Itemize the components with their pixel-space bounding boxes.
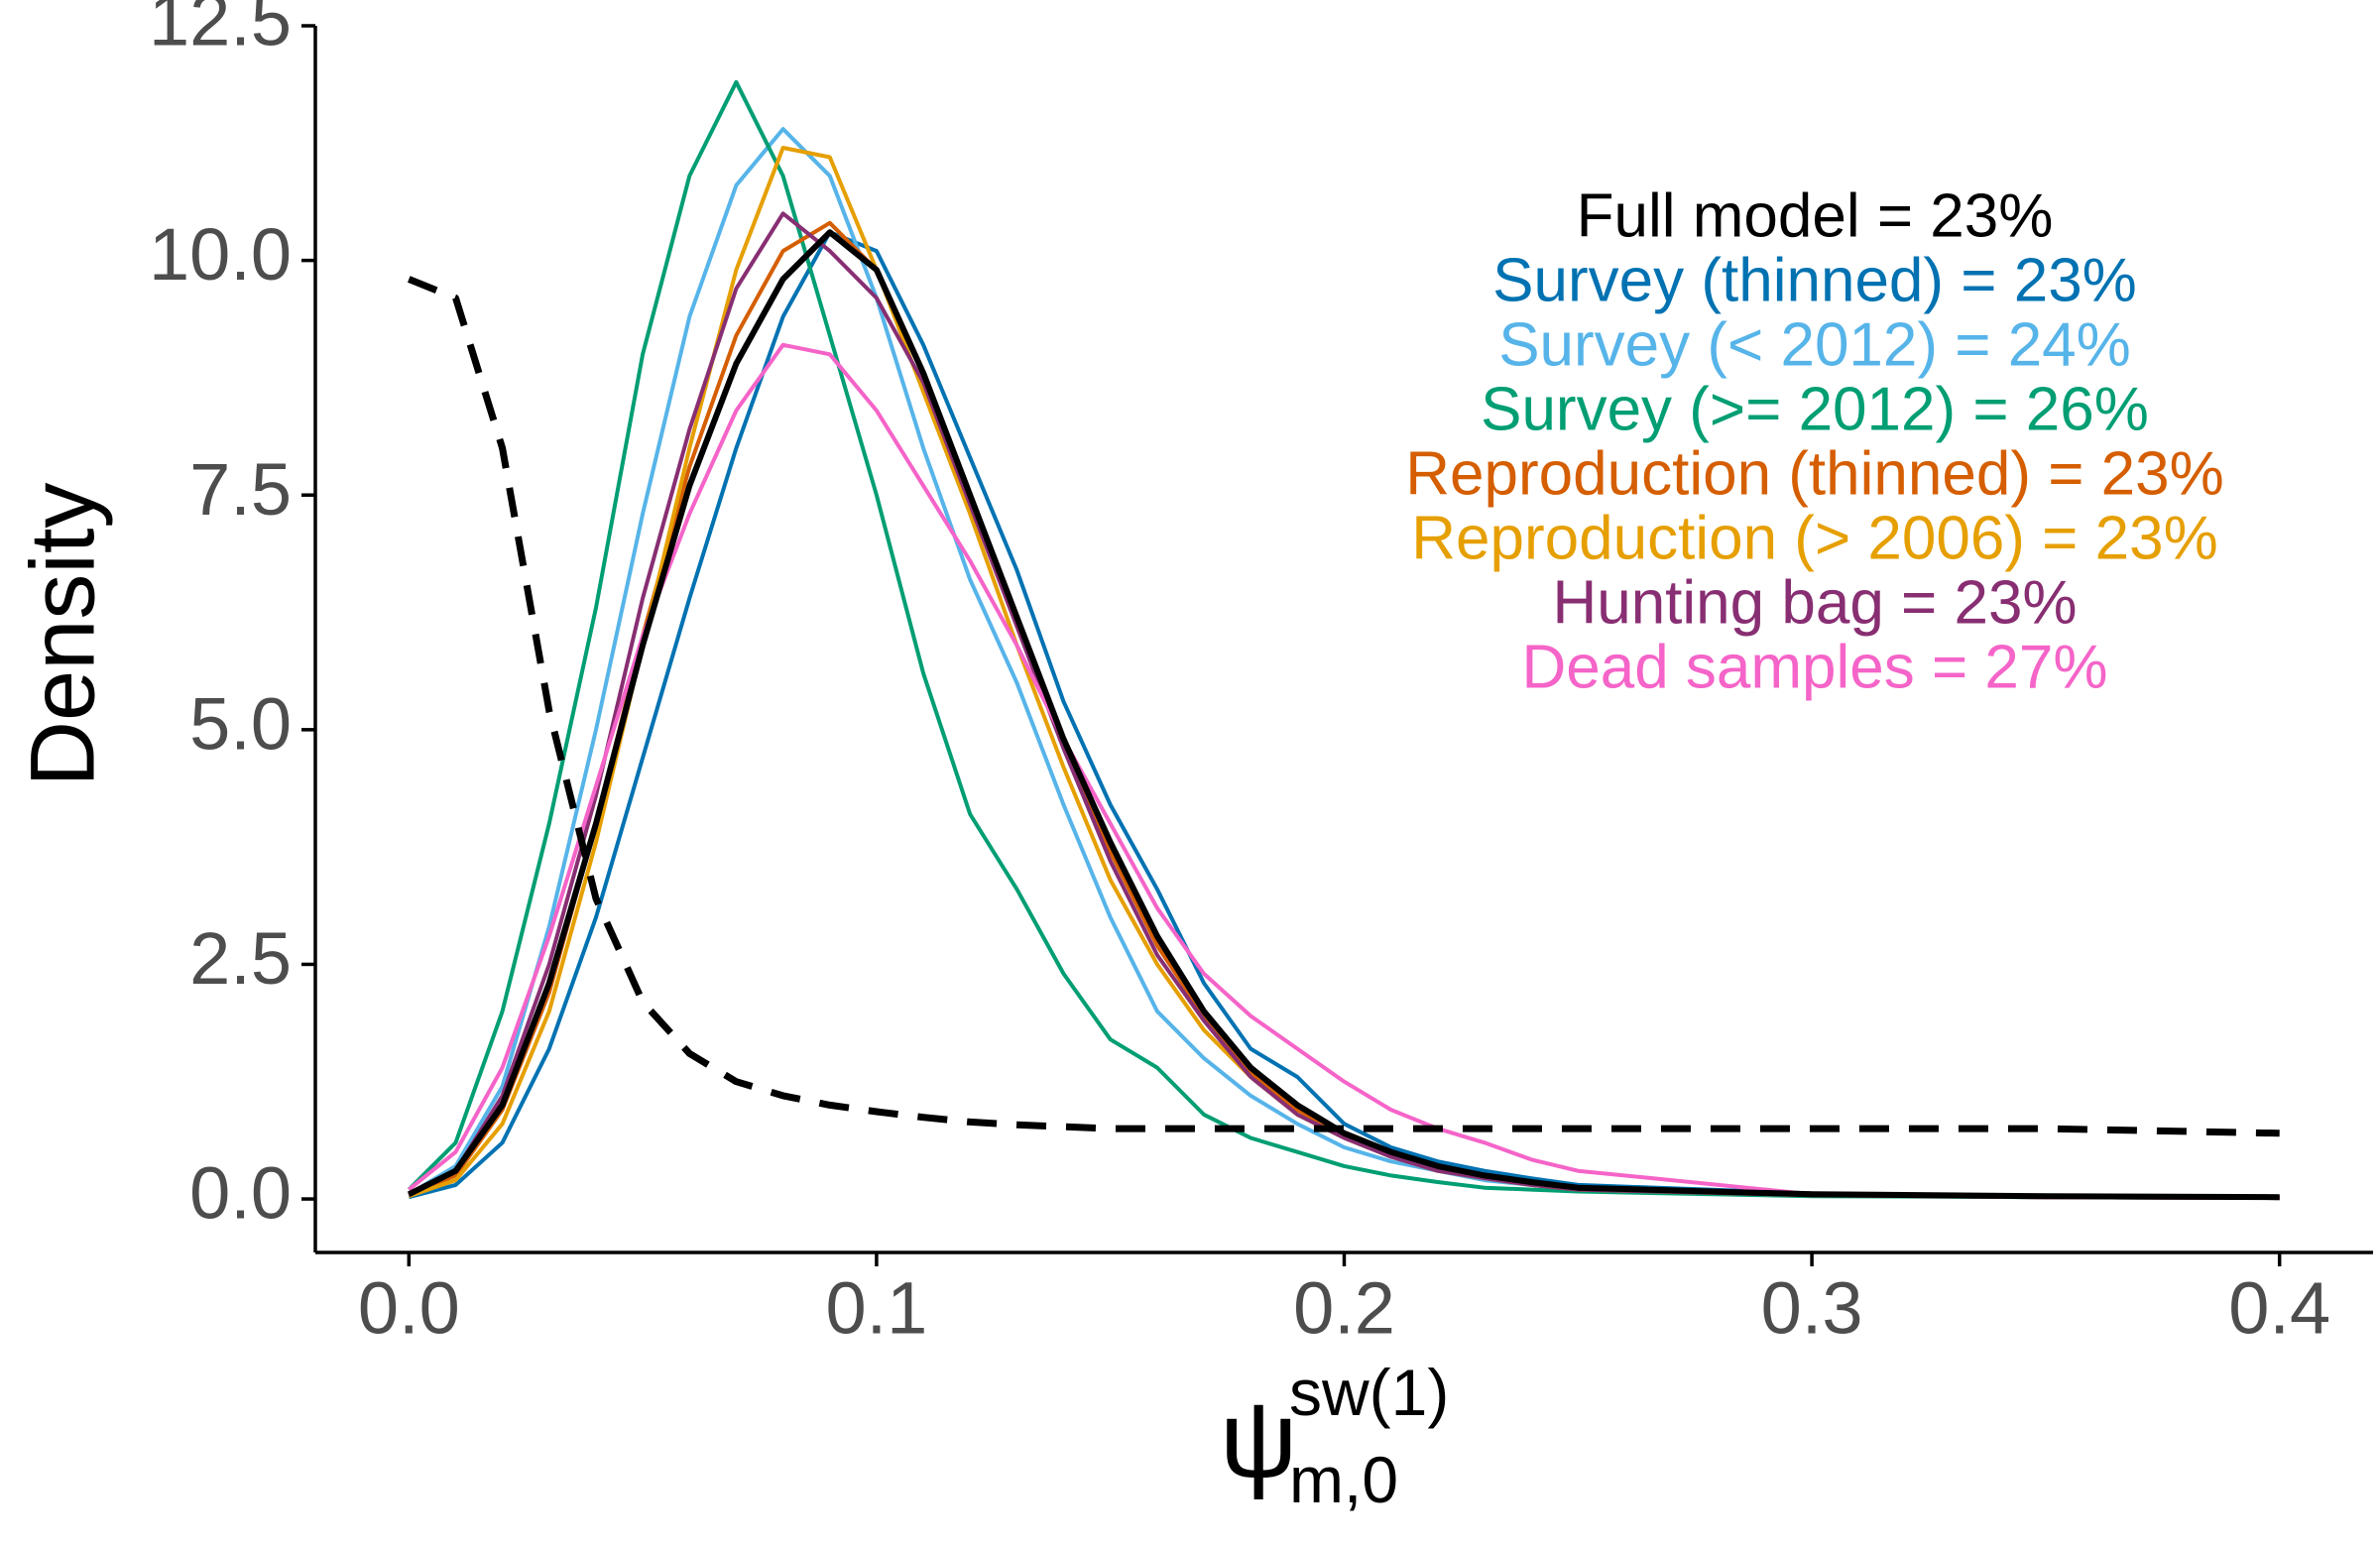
y-tick-label: 5.0 (189, 682, 292, 765)
density-line (408, 230, 2280, 1200)
legend-entry: Reproduction (thinned) = 23% (1405, 439, 2223, 508)
x-tick-label: 0.3 (1761, 1267, 1863, 1350)
y-tick-label: 7.5 (189, 448, 292, 531)
y-tick-label: 2.5 (189, 917, 292, 1000)
x-tick-label: 0.4 (2228, 1267, 2330, 1350)
legend-entry: Hunting bag = 23% (1552, 568, 2077, 637)
x-axis-label: ψsw(1) m,0 (1220, 1356, 1449, 1516)
x-label-subscript: m,0 (1289, 1443, 1398, 1516)
y-axis-label: Density (12, 483, 113, 787)
x-tick-label: 0.2 (1293, 1267, 1395, 1350)
x-tick-label: 0.0 (358, 1267, 460, 1350)
legend-entry: Survey (< 2012) = 24% (1498, 310, 2131, 379)
density-line (407, 229, 2280, 1201)
density-line (407, 79, 2280, 1201)
x-label-superscript: sw(1) (1289, 1356, 1449, 1429)
legend-entry: Dead samples = 27% (1521, 633, 2107, 701)
y-tick-label: 0.0 (189, 1152, 292, 1235)
y-tick-label: 10.0 (149, 213, 292, 296)
x-label-symbol: ψ (1220, 1378, 1297, 1500)
y-tick-label: 12.5 (149, 0, 292, 61)
legend-entry: Reproduction (> 2006) = 23% (1411, 504, 2217, 572)
legend-entry: Full model = 23% (1577, 181, 2054, 250)
legend-entry: Survey (thinned) = 23% (1492, 246, 2137, 314)
x-tick-label: 0.1 (825, 1267, 927, 1350)
legend-entry: Survey (>= 2012) = 26% (1481, 375, 2149, 443)
